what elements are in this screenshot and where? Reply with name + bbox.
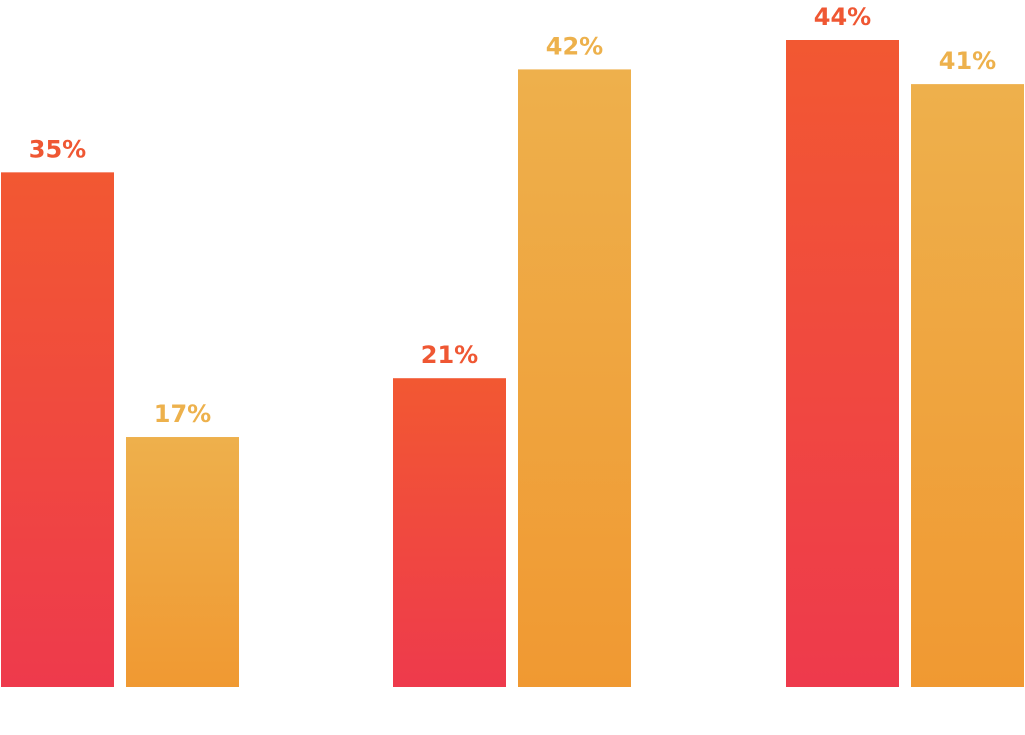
bar-series2-group2	[518, 69, 631, 688]
labels-layer: 35% 21% 44% 17% 42% 41%	[29, 3, 996, 428]
data-label-series2-group3: 41%	[939, 47, 996, 75]
data-label-series1-group2: 21%	[421, 341, 478, 369]
bars-layer	[1, 40, 1024, 688]
data-label-series2-group2: 42%	[546, 32, 603, 60]
bar-series1-group1	[1, 172, 114, 687]
bar-series1-group3	[786, 40, 899, 687]
data-label-series1-group3: 44%	[814, 3, 871, 31]
bar-series2-group3	[911, 84, 1024, 687]
bar-series1-group2	[393, 378, 506, 687]
data-label-series1-group1: 35%	[29, 135, 86, 163]
bar-series2-group1	[126, 437, 239, 687]
data-label-series2-group1: 17%	[154, 400, 211, 428]
